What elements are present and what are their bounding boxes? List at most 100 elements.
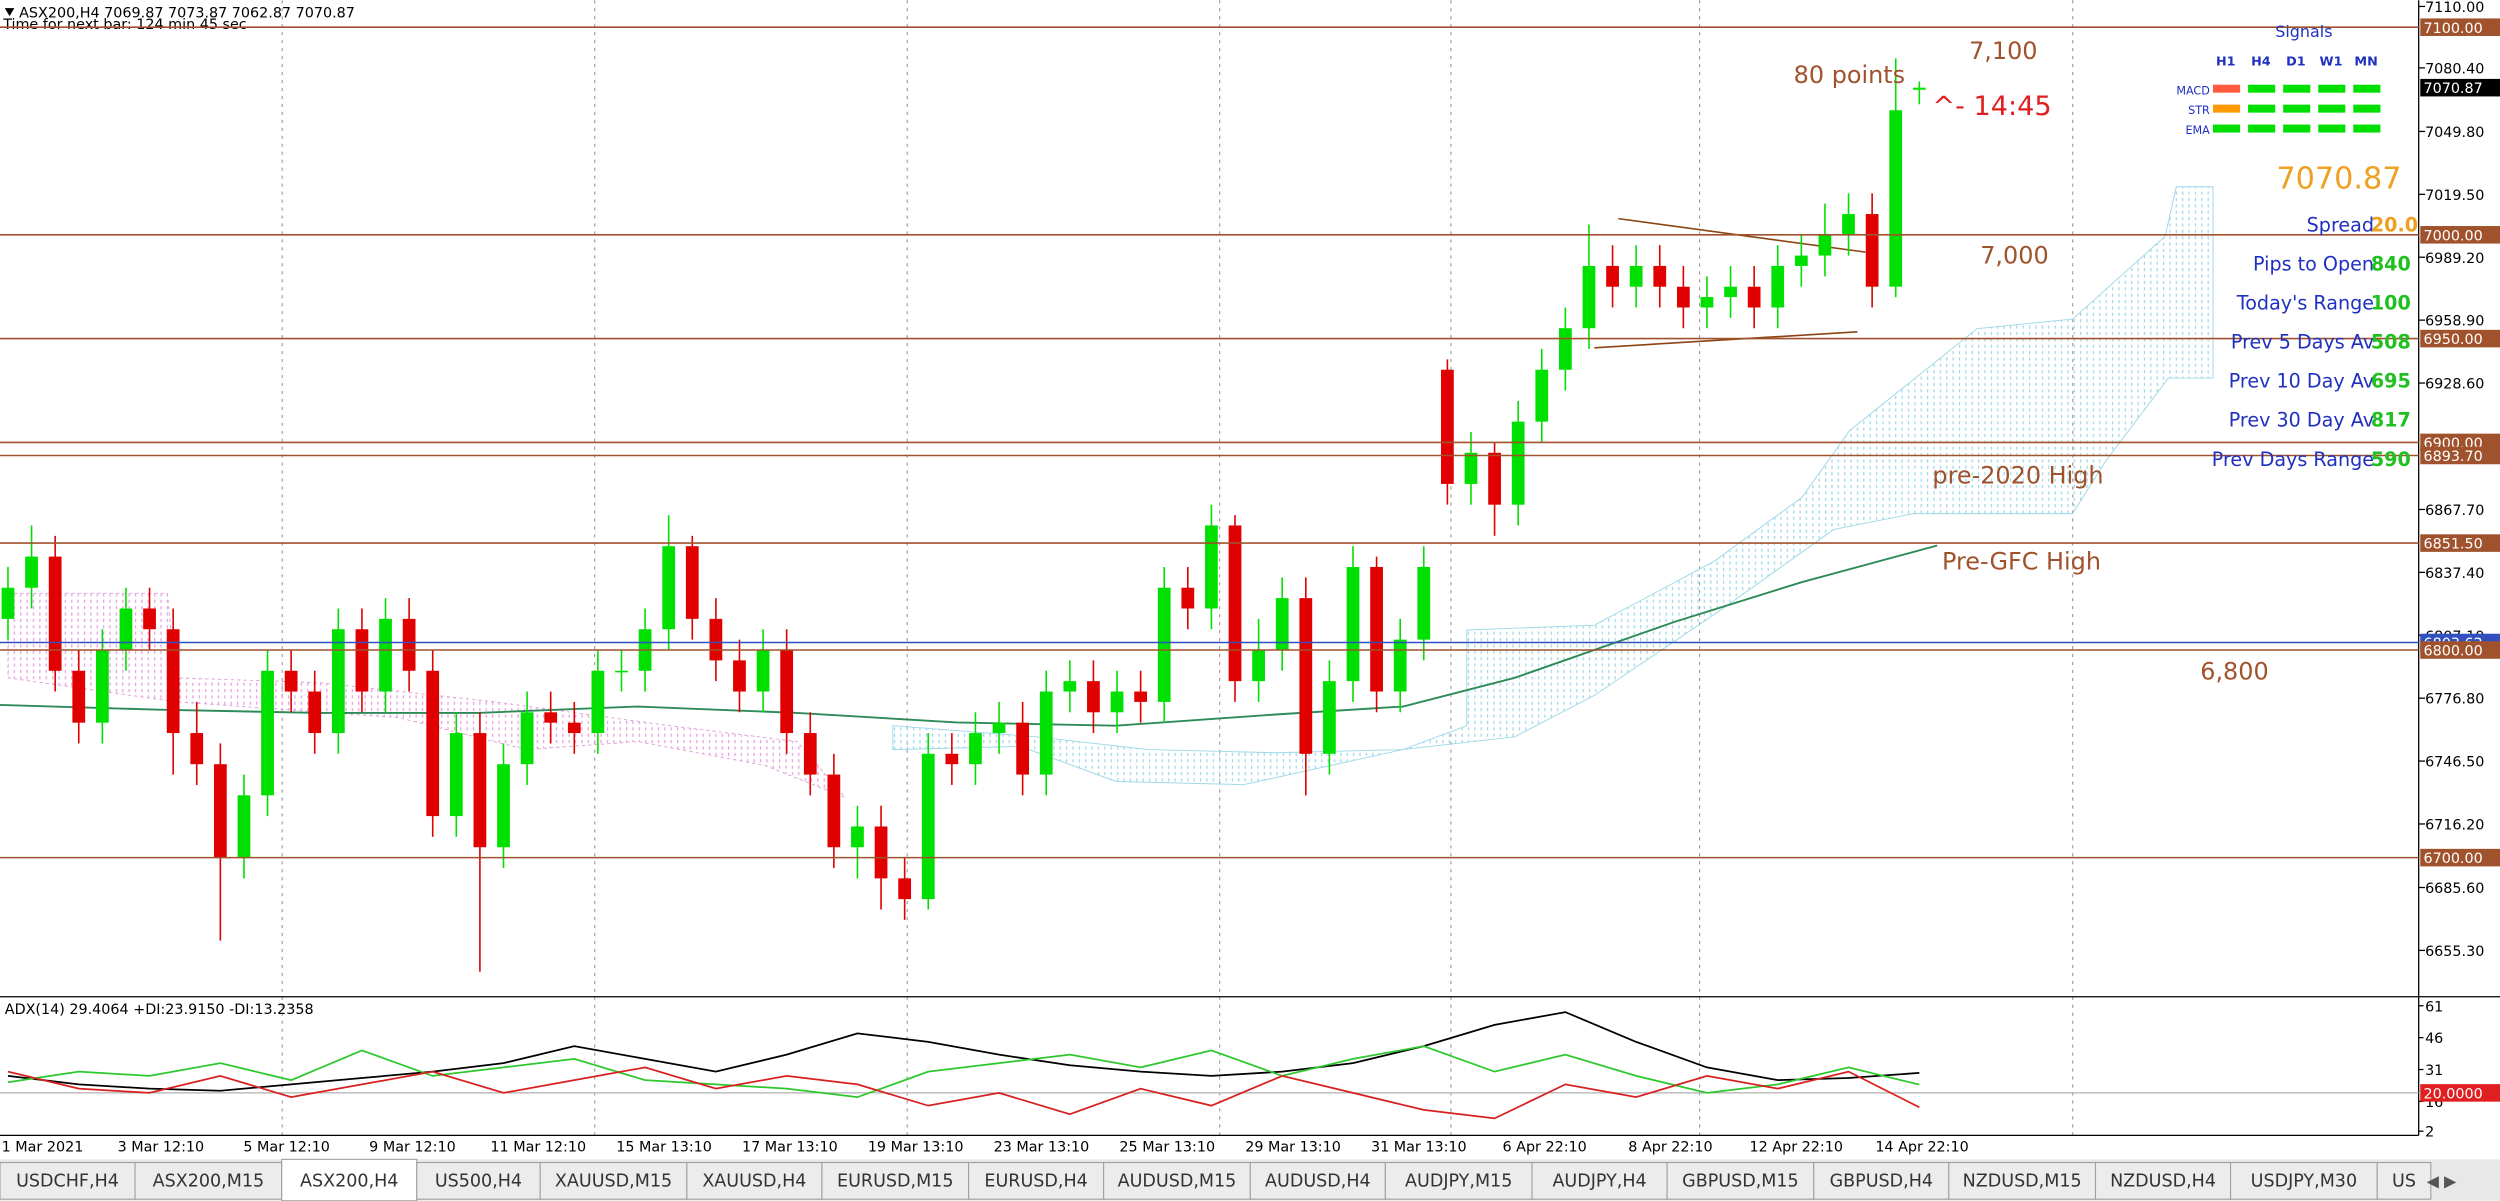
signal-bar [2283,124,2311,133]
tab-background[interactable] [134,1161,283,1200]
grid-verticals [281,0,2074,1136]
tab-label[interactable]: ASX200,M15 [153,1171,265,1191]
tab[interactable]: US500,H4 [416,1161,541,1200]
signal-bar [2248,84,2276,93]
tab-label[interactable]: AUDJPY,M15 [1405,1171,1512,1191]
tab-background[interactable] [539,1161,688,1200]
candle-body [1110,691,1124,713]
adx-line [7,1011,1920,1092]
x-tick-label: 14 Apr 22:10 [1875,1139,1968,1155]
tab[interactable]: NZDUSD,H4 [2094,1161,2232,1200]
candle-body [355,629,369,692]
signal-bar [2318,84,2346,93]
tab-label[interactable]: AUDJPY,H4 [1552,1171,1646,1191]
candle-body [851,826,864,848]
candle-body [1417,566,1431,640]
signal-bar [2213,84,2241,93]
tab-label[interactable]: GBPUSD,M15 [1682,1171,1799,1191]
candle-body [1700,297,1714,308]
candle-body [591,670,605,734]
tab-label[interactable]: USDCHF,H4 [16,1171,119,1191]
tab[interactable]: GBPUSD,M15 [1666,1161,1815,1200]
tab-label[interactable]: AUDUSD,M15 [1118,1171,1237,1191]
tab[interactable]: ASX200,H4 [281,1158,418,1201]
info-row-label: Prev 5 Days Av [2231,331,2374,354]
adx-y-tick-label: 46 [2425,1031,2443,1047]
adx-y-tick-label: 2 [2425,1125,2434,1141]
tab[interactable]: EURUSD,H4 [968,1161,1105,1200]
annotation: 7,000 [1980,241,2048,269]
tab-label[interactable]: GBPUSD,H4 [1830,1171,1933,1191]
tab[interactable]: USDJPY,M30 [2229,1161,2378,1200]
tab-background[interactable] [1103,1161,1251,1200]
tab[interactable]: AUDJPY,H4 [1531,1161,1668,1200]
level-box [2420,329,2500,348]
tab-background[interactable] [1666,1161,1815,1200]
level-box [2420,446,2500,465]
info-row-label: Pips to Open [2253,252,2374,275]
x-tick-label: 23 Mar 13:10 [994,1139,1090,1155]
y-tick-label: 6989.20 [2425,251,2484,267]
candle-body [1393,639,1407,692]
tabs: USDCHF,H4 ASX200,M15 ASX200,H4 US500,H4 XAUU… [0,1158,2432,1201]
candle-body [567,722,581,734]
tab[interactable]: AUDJPY,M15 [1384,1161,1533,1200]
info-row-value: 695 [2371,370,2411,393]
tab-background[interactable] [2376,1161,2432,1200]
tab-label[interactable]: ASX200,H4 [300,1171,398,1191]
tab-scroll[interactable]: ◀ ▶ [2427,1171,2457,1190]
tab-label[interactable]: NZDUSD,H4 [2110,1171,2216,1191]
tab-background[interactable] [968,1161,1105,1200]
tab-label[interactable]: EURUSD,M15 [837,1171,953,1191]
tab-background[interactable] [2094,1161,2232,1200]
tab[interactable]: XAUUSD,H4 [686,1161,823,1200]
tab[interactable]: ASX200,M15 [134,1161,283,1200]
tab-background[interactable] [1249,1161,1386,1200]
y-tick-label: 6867.70 [2425,503,2484,519]
y-tick-label: 6776.80 [2425,692,2484,708]
tab-label[interactable]: AUDUSD,H4 [1265,1171,1371,1191]
tab[interactable]: XAUUSD,M15 [539,1161,688,1200]
tab[interactable]: NZDUSD,M15 [1948,1161,2097,1200]
y-tick-label: 6716.20 [2425,818,2484,834]
tab-background[interactable] [1813,1161,1950,1200]
info-row-value: 20.0 [2371,213,2418,236]
info-row-value: 590 [2371,448,2411,471]
tab-background[interactable] [821,1161,970,1200]
tab-label[interactable]: USDJPY,M30 [2251,1171,2357,1191]
tab-label[interactable]: XAUUSD,M15 [555,1171,672,1191]
tab-background[interactable] [1948,1161,2097,1200]
bar-timer: Time for next bar: 124 min 45 sec [2,17,247,33]
annotation: 80 points [1794,61,1905,89]
tab-label[interactable]: XAUUSD,H4 [702,1171,806,1191]
tab-background[interactable] [686,1161,823,1200]
candle-body [1582,265,1596,329]
candle-body [1842,214,1855,235]
tab-background[interactable] [1384,1161,1533,1200]
info-row-value: 817 [2371,409,2411,432]
symbol-title: ASX200,H4 7069.87 7073.87 7062.87 7070.8… [19,6,355,22]
candle-body [874,826,888,879]
tab-label[interactable]: EURUSD,H4 [984,1171,1087,1191]
collapse-icon[interactable] [4,8,15,17]
level-box [2420,641,2500,659]
tab-background[interactable] [0,1161,136,1200]
tab[interactable]: AUDUSD,H4 [1249,1161,1386,1200]
candle-body [685,546,699,619]
tab[interactable]: GBPUSD,H4 [1813,1161,1950,1200]
level-label: 7000.00 [2423,228,2482,244]
tab[interactable]: US [2376,1161,2432,1200]
y-tick-label: 6685.60 [2425,881,2484,897]
tab-background[interactable] [1531,1161,1668,1200]
tab-label[interactable]: NZDUSD,M15 [1963,1171,2082,1191]
tab[interactable]: EURUSD,M15 [821,1161,970,1200]
candle-body [1794,255,1808,266]
candle-body [1039,691,1053,775]
tab[interactable]: USDCHF,H4 [0,1161,136,1200]
tab[interactable]: AUDUSD,M15 [1103,1161,1251,1200]
candle-body [379,618,392,692]
tab-label[interactable]: US500,H4 [435,1171,522,1191]
info-row-label: Spread [2307,213,2374,236]
candle-body [1157,587,1171,702]
tab-label[interactable]: US [2392,1171,2416,1191]
